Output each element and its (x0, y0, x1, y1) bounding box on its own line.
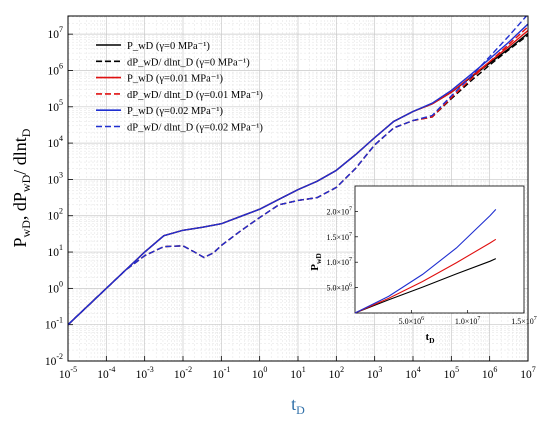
inset-series-line-3 (354, 208, 497, 314)
x-tick-label: 103 (367, 365, 383, 381)
inset-y-title-main: P (309, 264, 321, 271)
inset-series (354, 208, 497, 314)
x-axis-title-sub: D (296, 403, 305, 417)
x-tick-label: 10-2 (174, 365, 192, 381)
x-tick-label: 10-5 (59, 365, 77, 381)
legend-label: dP_wD/ dlnt_D (γ=0.01 MPa⁻¹) (127, 90, 263, 101)
legend: P_wD (γ=0 MPa⁻¹) dP_wD/ dlnt_D (γ=0 MPa⁻¹… (96, 41, 263, 134)
x-tick-label: 10-3 (136, 365, 154, 381)
x-tick-label: 107 (520, 365, 536, 381)
inset-ticks: 5.0×106 1.0×107 1.5×107 5.0×106 1.0×107 1.5×1… (326, 206, 536, 326)
y-tick-label: 106 (48, 61, 64, 77)
series-line-6 (68, 16, 528, 326)
x-tick-label: 10-1 (212, 365, 230, 381)
y-axis-title-part: / dlnt (10, 137, 30, 175)
inset-series-line-1 (354, 258, 497, 314)
x-tick-label: 102 (329, 365, 345, 381)
y-tick-label: 105 (48, 98, 64, 114)
y-axis-title-part: wD (19, 220, 33, 238)
inset-y-title: PwD (309, 253, 323, 271)
inset-y-tick-label: 5.0×106 (326, 283, 352, 293)
inset-chart: 5.0×106 1.0×107 1.5×107 5.0×106 1.0×107 1.5×1… (309, 185, 537, 345)
inset-y-title-sub: wD (314, 253, 323, 264)
y-axis-title-part: wD (19, 174, 33, 192)
inset-x-title-main: t (425, 331, 429, 343)
y-tick-label: 101 (48, 243, 64, 259)
inset-x-title: tD (425, 331, 435, 345)
y-tick-label: 103 (48, 170, 64, 186)
inset-x-title-sub: D (429, 336, 435, 345)
y-tick-label: 102 (48, 207, 64, 223)
x-tick-label: 100 (252, 365, 268, 381)
y-tick-label: 107 (48, 25, 64, 41)
x-tick-label: 106 (482, 365, 498, 381)
x-tick-labels: 10-5 10-4 10-3 10-2 10-1 100 101 102 103 104 105 10… (59, 365, 536, 381)
legend-label: P_wD (γ=0.01 MPa⁻¹) (127, 74, 223, 85)
inset-x-tick-label: 1.5×107 (511, 316, 537, 326)
inset-x-tick-label: 5.0×106 (399, 316, 425, 326)
legend-label: P_wD (γ=0.02 MPa⁻¹) (127, 106, 223, 117)
inset-x-tick-label: 1.0×107 (455, 316, 481, 326)
inset-y-tick-label: 2.0×107 (326, 206, 352, 216)
x-tick-label: 10-4 (97, 365, 115, 381)
y-tick-labels: 10-2 10-1 100 101 102 103 104 105 106 107 (45, 25, 63, 368)
inset-y-tick-label: 1.5×107 (326, 232, 352, 242)
y-tick-label: 100 (48, 279, 64, 295)
inset-frame (354, 185, 525, 314)
inset-y-tick-label: 1.0×107 (326, 257, 352, 267)
legend-label: P_wD (γ=0 MPa⁻¹) (127, 41, 210, 52)
x-tick-label: 105 (444, 365, 460, 381)
legend-label: dP_wD/ dlnt_D (γ=0.02 MPa⁻¹) (127, 123, 263, 134)
x-tick-label: 104 (405, 365, 421, 381)
legend-label: dP_wD/ dlnt_D (γ=0 MPa⁻¹) (127, 57, 250, 68)
x-axis-title: tD (291, 394, 305, 417)
x-tick-label: 101 (290, 365, 306, 381)
inset-series-line-2 (354, 238, 497, 314)
y-tick-label: 10-2 (45, 352, 63, 368)
y-axis-title-part: P (10, 237, 30, 247)
y-tick-label: 10-1 (45, 316, 63, 332)
y-axis-title: PwD, dPwD/ dlntD (10, 128, 33, 247)
y-tick-label: 104 (48, 134, 64, 150)
series-lines (68, 16, 528, 326)
x-axis-title-main: t (291, 394, 296, 414)
series-line-5 (68, 23, 528, 326)
y-axis-title-part: D (19, 128, 33, 137)
y-axis-title-part: , dP (10, 192, 30, 220)
plot-frame (67, 15, 529, 362)
